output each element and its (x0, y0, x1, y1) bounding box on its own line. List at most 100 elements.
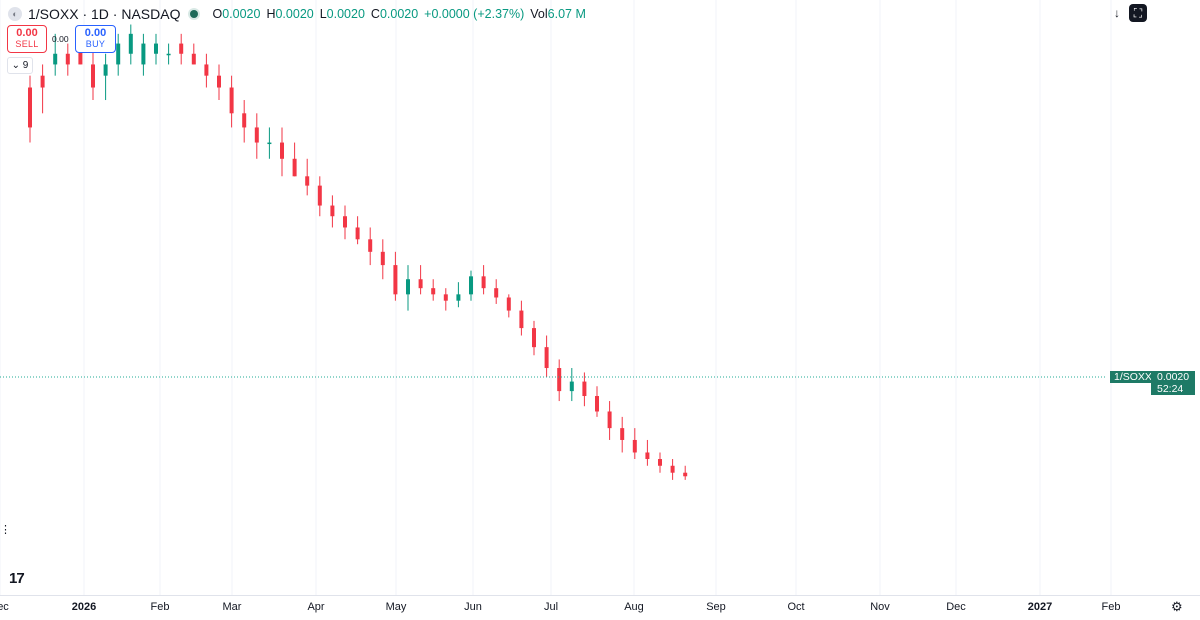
candle-body (280, 142, 284, 159)
candle-body (443, 294, 448, 301)
candle-body (393, 265, 398, 295)
candle-body (141, 43, 146, 65)
buy-label: BUY (85, 39, 106, 49)
tradingview-logo-icon[interactable]: 17 (9, 570, 25, 587)
indicators-count: 9 (22, 60, 29, 71)
candle-body (91, 64, 95, 88)
close-label: C (370, 7, 380, 21)
candle-body (65, 53, 70, 65)
symbol-title[interactable]: 1/SOXX · 1D · NASDAQ (28, 6, 181, 22)
candle-body (670, 465, 675, 473)
candle-body (330, 205, 335, 217)
candle-body (481, 276, 486, 289)
candle-body (166, 53, 171, 56)
x-tick-label: Oct (787, 601, 805, 613)
candles (28, 24, 688, 480)
sell-label: SELL (15, 39, 39, 49)
open-label: O (212, 7, 223, 21)
buy-button[interactable]: 0.00 BUY (75, 25, 116, 53)
high-label: H (266, 7, 276, 21)
x-tick-label: Feb (1101, 601, 1121, 613)
x-tick-label: Nov (870, 601, 890, 613)
low-label: L (319, 7, 327, 21)
candle-body (380, 251, 385, 266)
price-tag-value: 0.0020 (1157, 371, 1190, 383)
candle-body (582, 381, 587, 397)
x-tick-label: Mar (222, 601, 242, 613)
candle-body (519, 310, 524, 329)
logo-placeholder-icon: ◐ (8, 7, 22, 21)
candle-body (569, 381, 574, 392)
candle-body (305, 176, 310, 186)
sell-button[interactable]: 0.00 SELL (7, 25, 47, 53)
candle-body (456, 294, 461, 301)
change-value: +0.0000 (+2.37%) (424, 7, 525, 21)
candle-body (532, 328, 536, 348)
candle-body (154, 43, 158, 54)
close-value: 0.0020 (379, 7, 419, 21)
candle-body (191, 53, 196, 65)
volume-label: Vol (530, 7, 548, 21)
sell-price: 0.00 (16, 27, 38, 39)
x-tick-label: 2027 (1027, 601, 1053, 613)
price-tag-box: 0.0020 52:24 (1151, 371, 1195, 395)
gear-icon[interactable]: ⚙ (1171, 599, 1183, 614)
candle-body (53, 53, 58, 65)
candle-body (179, 43, 184, 54)
open-value: 0.0020 (222, 7, 261, 21)
candle-body (242, 113, 247, 128)
candle-body (632, 439, 637, 453)
x-tick-label: Dec (946, 601, 966, 613)
candle-body (469, 276, 473, 295)
candle-body (557, 368, 562, 392)
candle-body (683, 472, 688, 477)
fullscreen-icon[interactable]: ⛶ (1129, 4, 1147, 22)
candle-body (620, 428, 625, 440)
x-tick-label: ec (0, 601, 9, 613)
price-tag-symbol: 1/SOXX (1110, 371, 1156, 383)
buy-price: 0.00 (84, 27, 107, 39)
candle-body (28, 87, 32, 128)
x-tick-label: Apr (307, 601, 325, 613)
candle-body (607, 411, 612, 429)
candle-body (595, 396, 599, 412)
symbol-legend: ◐ 1/SOXX · 1D · NASDAQ O 0.0020 H 0.0020 L… (8, 5, 586, 23)
candle-body (78, 43, 83, 65)
price-tag-countdown: 52:24 (1157, 383, 1184, 395)
candle-body (40, 75, 45, 88)
candle-body (217, 75, 221, 88)
candle-body (116, 43, 121, 65)
x-tick-label: Sep (706, 601, 726, 613)
candle-body (418, 279, 423, 289)
candle-body (103, 64, 108, 76)
candle-body (544, 347, 549, 369)
candle-body (128, 33, 133, 54)
candle-body (254, 127, 259, 143)
price-chart[interactable] (0, 0, 1200, 595)
time-axis[interactable]: ⚙ ec 2026 Feb Mar Apr May Jun Jul Aug Sep Oct Nov De… (0, 595, 1200, 620)
x-tick-label: May (385, 601, 407, 613)
chart-grid (0, 0, 1112, 595)
low-value: 0.0020 (326, 7, 365, 21)
candle-body (355, 227, 360, 240)
candle-body (506, 297, 511, 311)
high-value: 0.0020 (275, 7, 314, 21)
drawing-tools-icon[interactable]: ⋮ (0, 524, 11, 536)
x-tick-label: Feb (150, 601, 170, 613)
volume-value: 6.07 M (547, 7, 586, 21)
candle-body (368, 239, 373, 252)
candle-body (229, 87, 234, 114)
candle-body (292, 158, 297, 177)
spread-value: 0.00 (52, 34, 69, 44)
x-tick-label: Jul (543, 601, 559, 613)
candle-body (645, 452, 650, 460)
candle-body (343, 216, 347, 228)
candle-body (204, 64, 209, 76)
candle-body (317, 185, 322, 206)
candle-body (658, 459, 662, 466)
arrow-down-icon[interactable]: ↓ (1114, 6, 1120, 20)
candle-body (267, 142, 272, 145)
candle-body (431, 288, 436, 295)
market-status-icon (190, 10, 199, 18)
indicators-toggle-button[interactable]: ⌄ 9 (7, 57, 33, 74)
